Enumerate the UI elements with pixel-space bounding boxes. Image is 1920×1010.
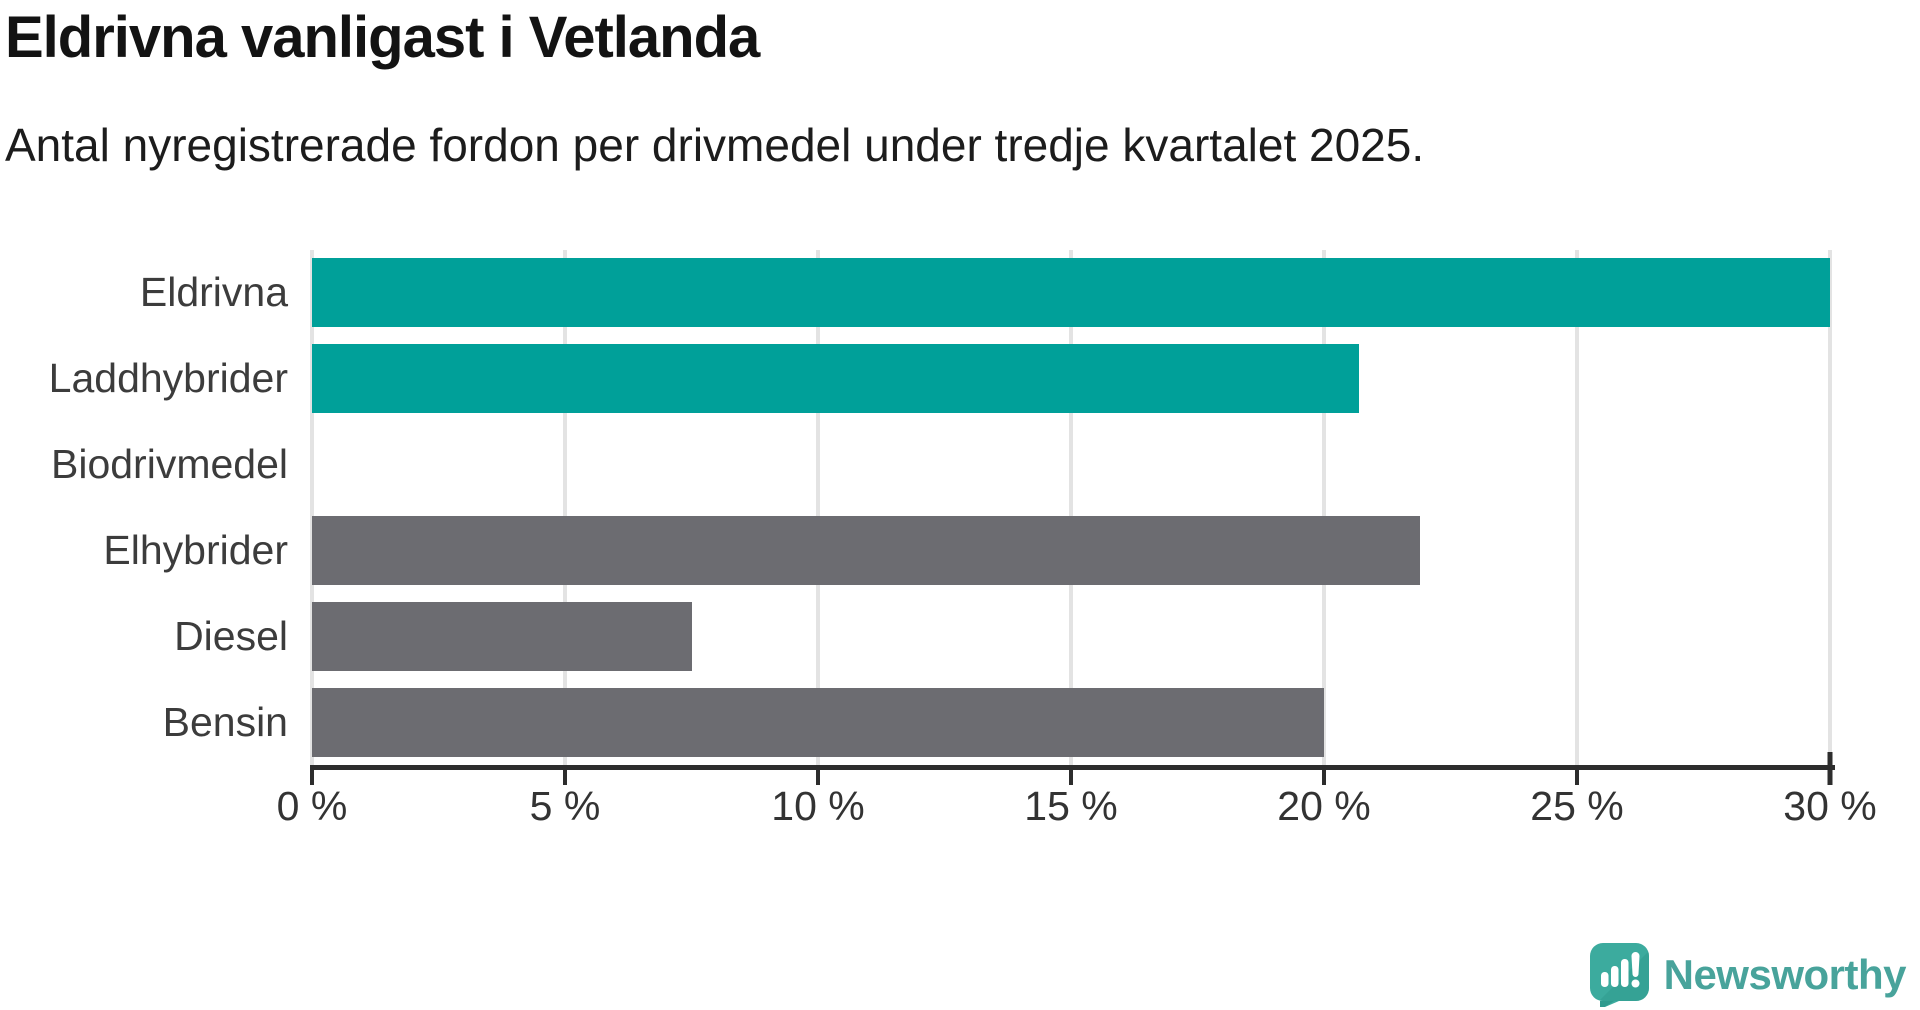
gridline — [1828, 250, 1832, 765]
bar-elhybrider — [312, 516, 1421, 585]
plot-area — [310, 250, 1832, 765]
tick-label: 0 % — [276, 783, 348, 829]
bar-eldrivna — [312, 258, 1830, 327]
category-label: Laddhybrider — [48, 355, 288, 401]
gridline — [310, 250, 314, 765]
gridline — [1322, 250, 1326, 765]
bar-bensin — [312, 688, 1324, 757]
tick-label: 25 % — [1530, 783, 1624, 829]
gridline — [563, 250, 567, 765]
gridline — [1575, 250, 1579, 765]
category-label: Elhybrider — [103, 527, 288, 573]
logo-bubble-tail — [1599, 1001, 1614, 1007]
logo-bar-large — [1620, 959, 1629, 987]
tick-label: 5 % — [529, 783, 601, 829]
logo-exclamation-dot — [1631, 979, 1640, 988]
logo-bar-small — [1600, 972, 1609, 987]
chart-subtitle: Antal nyregistrerade fordon per drivmede… — [5, 119, 1425, 171]
brand-wordmark: Newsworthy — [1663, 951, 1907, 998]
axis-tick — [1575, 765, 1579, 785]
tick-label: 20 % — [1277, 783, 1371, 829]
newsworthy-logo-icon — [1589, 943, 1649, 1007]
category-label: Biodrivmedel — [51, 441, 288, 487]
category-label: Eldrivna — [139, 269, 288, 315]
logo-exclamation-stem — [1631, 952, 1640, 977]
newsworthy-logo: Newsworthy — [1589, 941, 1907, 1009]
axis-tick — [1069, 765, 1073, 785]
logo-bar-medium — [1610, 966, 1619, 987]
axis-tick — [816, 765, 820, 785]
tick-label: 30 % — [1783, 783, 1877, 829]
axis-tick — [1322, 765, 1326, 785]
bar-diesel — [312, 602, 692, 671]
bar-laddhybrider — [312, 344, 1360, 413]
category-label: Bensin — [162, 699, 288, 745]
gridline — [816, 250, 820, 765]
axis-tick — [310, 765, 314, 785]
axis-tick — [1827, 752, 1833, 785]
gridline — [1069, 250, 1073, 765]
category-labels: Eldrivna Laddhybrider Biodrivmedel Elhybrid… — [0, 250, 288, 765]
tick-label: 10 % — [771, 783, 865, 829]
axis-tick — [563, 765, 567, 785]
category-label: Diesel — [174, 613, 288, 659]
tick-label: 15 % — [1024, 783, 1118, 829]
chart-title: Eldrivna vanligast i Vetlanda — [5, 5, 760, 70]
